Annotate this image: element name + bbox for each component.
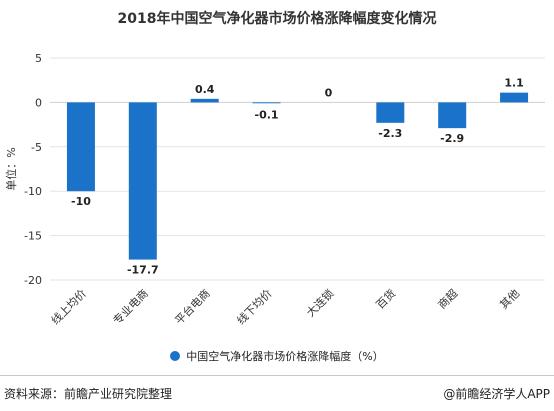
data-label: -10 [71, 195, 91, 208]
data-label: -0.1 [255, 108, 279, 121]
y-tick-label: -10 [24, 185, 42, 198]
grid-lines [50, 57, 545, 281]
category-labels: 线上均价 专业电商 平台电商 线下均价 大连锁 百货 商超 其他 [48, 286, 522, 327]
legend: 中国空气净化器市场价格涨降幅度（%） [0, 348, 554, 364]
category-label: 线上均价 [48, 286, 89, 327]
category-label: 专业电商 [110, 286, 151, 327]
category-label: 其他 [497, 287, 522, 312]
y-axis-label: 单位：% [4, 147, 18, 190]
category-label: 大连锁 [303, 286, 336, 319]
bars [66, 92, 529, 260]
data-label: 0 [325, 86, 333, 99]
bar [190, 98, 219, 103]
bar [128, 102, 157, 260]
category-label: 线下均价 [234, 286, 275, 327]
source-note: 资料来源：前瞻产业研究院整理 [4, 387, 173, 401]
y-tick-label: -5 [31, 141, 42, 154]
y-tick-label: -20 [24, 274, 42, 287]
category-label: 商超 [435, 286, 460, 311]
bar [66, 102, 95, 192]
data-labels: -10 -17.7 0.4 -0.1 0 -2.3 -2.9 1.1 [71, 77, 524, 277]
chart-title: 2018年中国空气净化器市场价格涨降幅度变化情况 [117, 11, 437, 27]
y-axis: 5 0 -5 -10 -15 -20 [24, 52, 42, 287]
footer-divider [0, 375, 554, 376]
y-tick-label: 5 [35, 52, 42, 65]
brand-credit: @前瞻经济学人APP [443, 387, 550, 401]
data-label: -2.9 [440, 132, 464, 145]
legend-marker [170, 351, 181, 361]
y-tick-label: 0 [35, 96, 42, 109]
bar [376, 102, 405, 123]
data-label: -2.3 [378, 127, 402, 140]
legend-label: 中国空气净化器市场价格涨降幅度（%） [186, 350, 384, 363]
category-label: 百货 [373, 286, 398, 311]
y-tick-label: -15 [24, 230, 42, 243]
bar-chart: 5 0 -5 -10 -15 -20 -10 -17.7 0.4 -0.1 0 -2.3 -2.9 1.… [4, 52, 545, 327]
bar [252, 102, 281, 104]
data-label: 1.1 [504, 77, 524, 90]
category-label: 平台电商 [172, 286, 213, 327]
data-label: -17.7 [127, 264, 159, 277]
bar [438, 102, 467, 129]
data-label: 0.4 [195, 83, 215, 96]
bar [500, 92, 529, 103]
